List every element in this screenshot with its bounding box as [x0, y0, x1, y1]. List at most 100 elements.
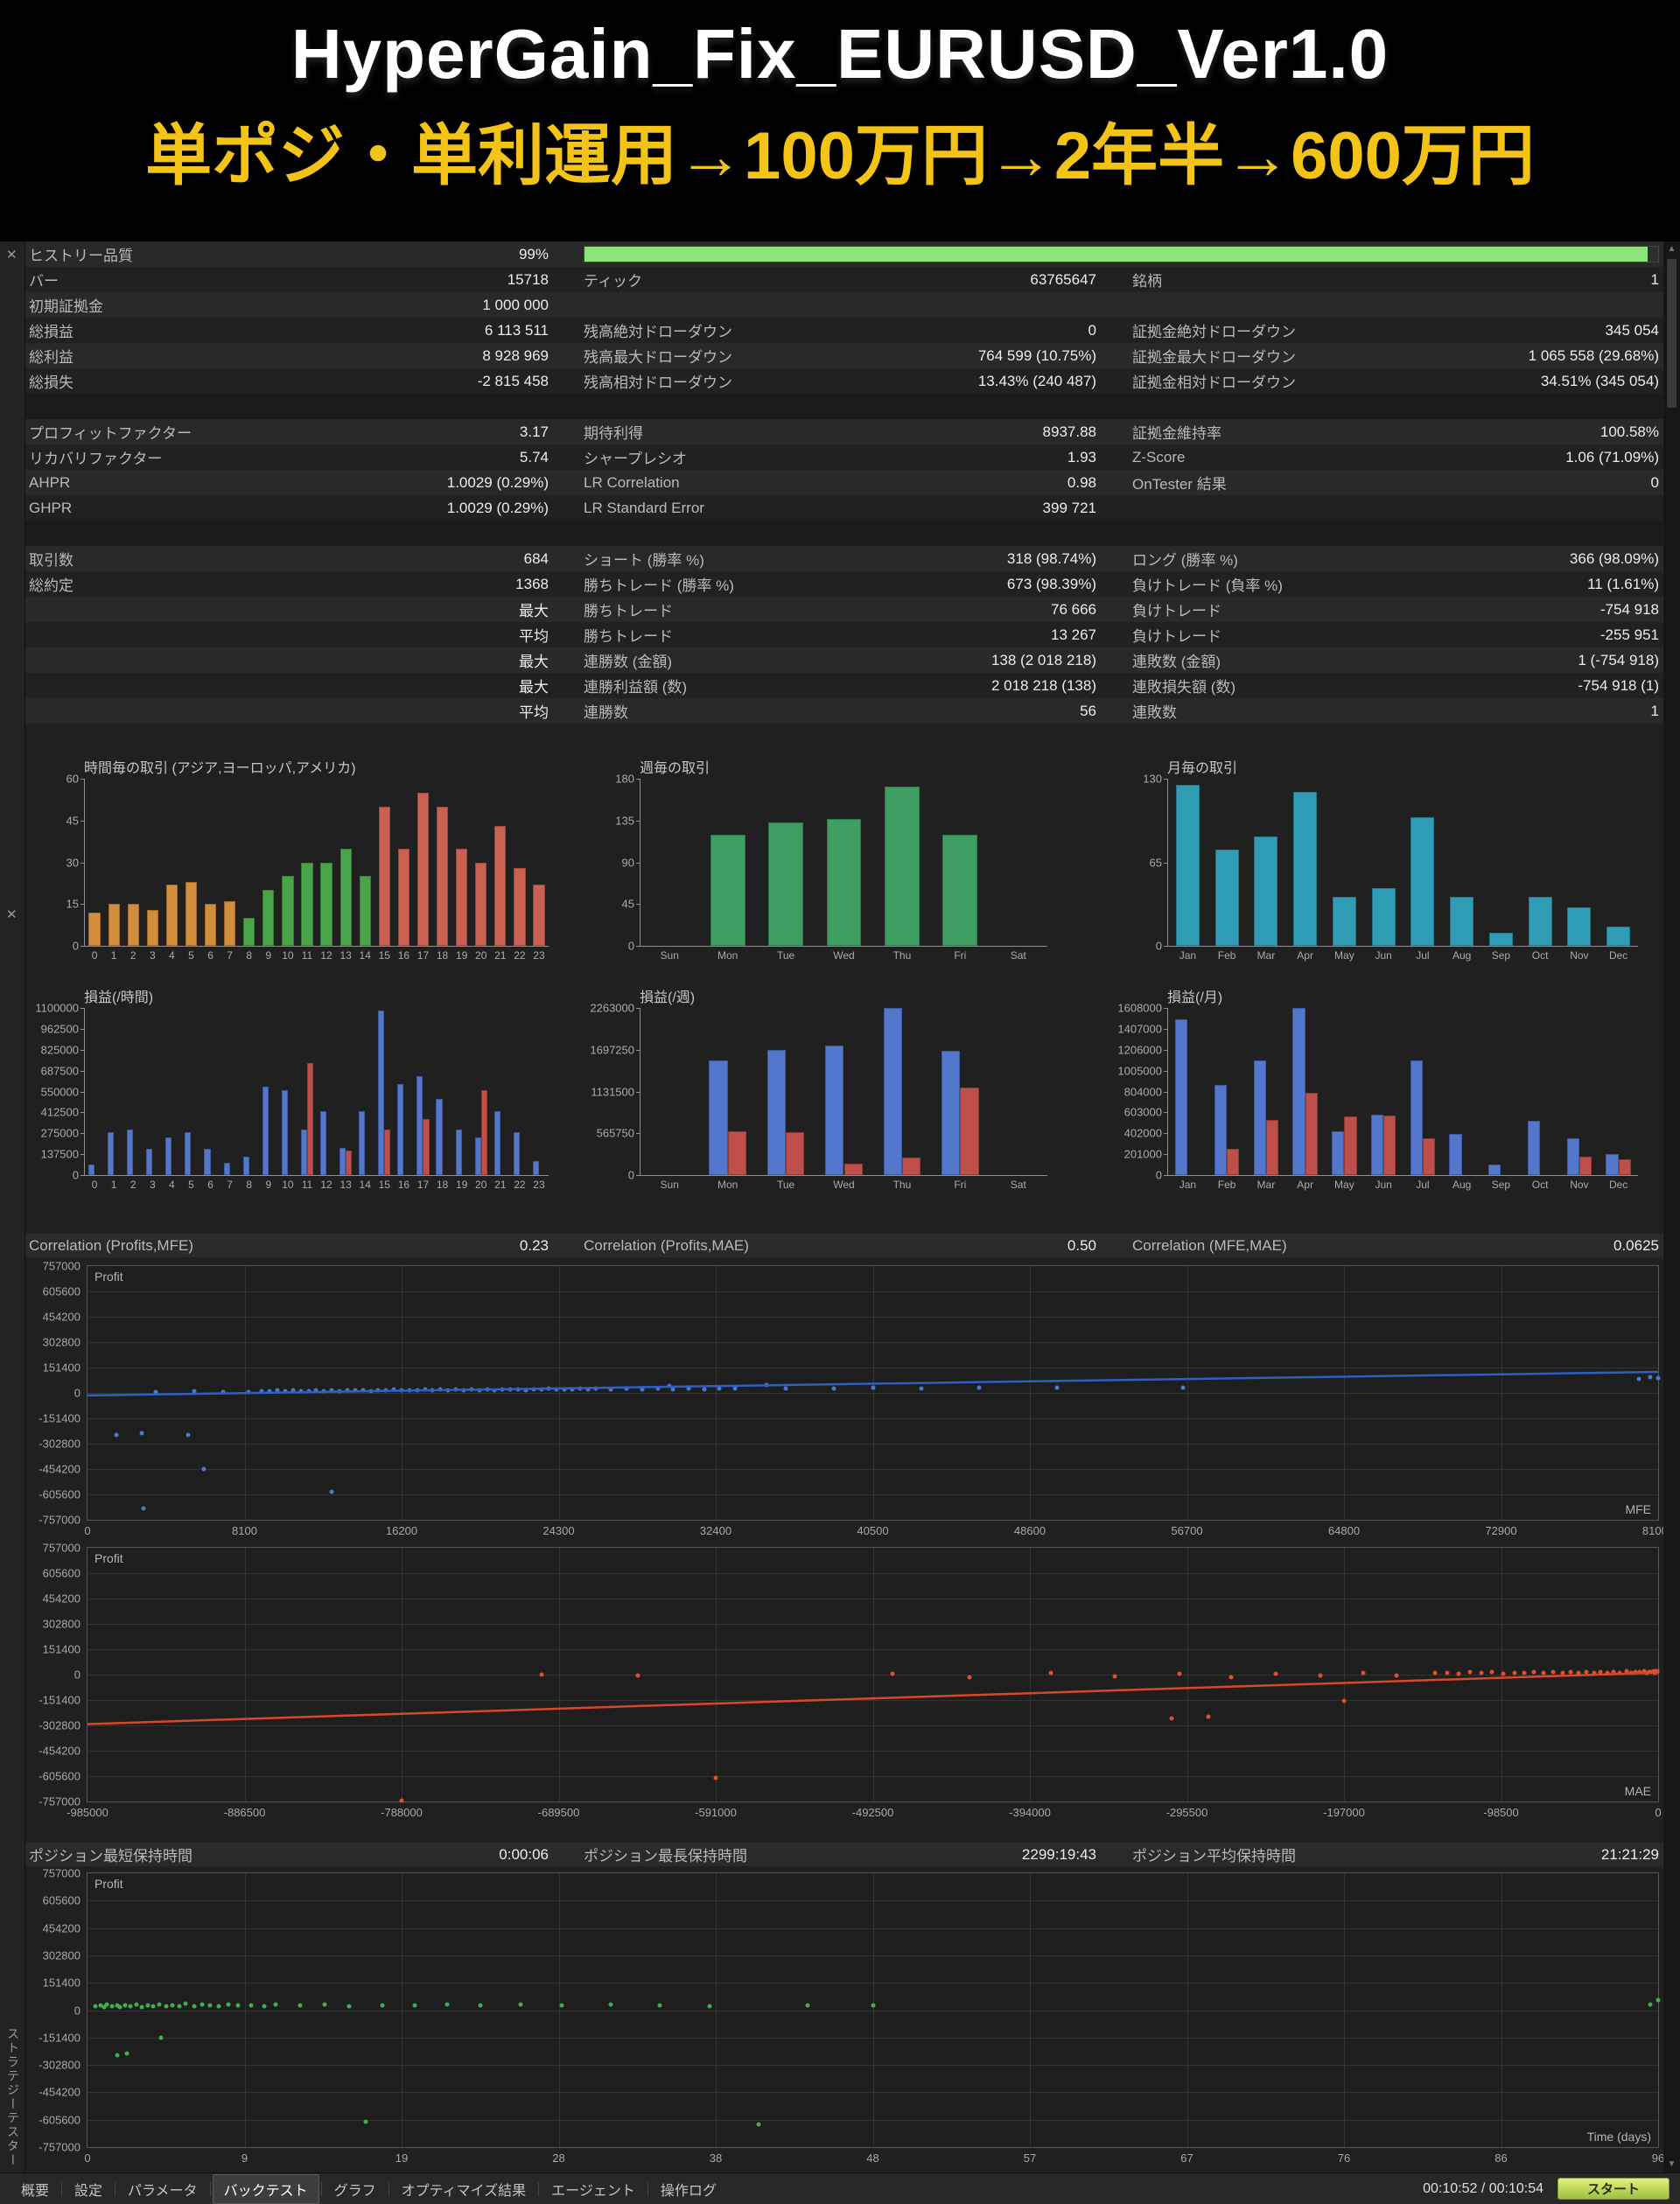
table-row: バー 15718 ティック 63765647 銘柄 1 [25, 267, 1663, 292]
stat-value: 11 (1.61%) [1587, 575, 1659, 592]
scatter-point [871, 1385, 875, 1390]
scatter-point [713, 1775, 718, 1781]
x-axis-label: 3 [149, 1179, 156, 1191]
stat-label: 連敗数 [1132, 704, 1177, 721]
stat-value: 平均 [519, 628, 549, 645]
x-axis-label: -985000 [66, 1806, 108, 1819]
y-axis-tick [80, 1091, 84, 1093]
close-icon[interactable]: ✕ [6, 248, 18, 262]
stat-cell: 残高絶対ドローダウン 0 [555, 318, 1101, 343]
stat-cell: 総約定 1368 [25, 571, 555, 597]
bar-trades [1410, 817, 1435, 946]
y-axis-label: 603000 [1124, 1105, 1162, 1119]
y-axis-label: -454200 [38, 1462, 80, 1476]
tab-backtest[interactable]: バックテスト [212, 2173, 319, 2204]
stat-label: 総約定 [29, 577, 74, 594]
gridline [1030, 1873, 1031, 2147]
tab-optimization-results[interactable]: オプティマイズ結果 [401, 2183, 527, 2199]
stat-label: バー [29, 273, 59, 290]
scatter-point [805, 2003, 810, 2007]
scatter-point [1560, 1670, 1565, 1676]
y-axis-tick [1164, 1091, 1167, 1093]
scatter-point [655, 1386, 661, 1391]
scatter-point [329, 1489, 334, 1494]
y-axis-tick [1164, 862, 1167, 864]
y-axis-tick [636, 1049, 640, 1051]
y-axis-label: -454200 [38, 1744, 80, 1758]
x-axis-label: 10 [282, 1179, 294, 1191]
tab-separator [209, 2181, 211, 2196]
scatter-point [444, 2002, 450, 2007]
scatter-point [360, 1388, 366, 1393]
x-axis-label: 57 [1023, 2152, 1037, 2165]
y-axis-label: 151400 [42, 1642, 80, 1656]
stat-cell: 連敗数 1 [1101, 698, 1663, 724]
y-axis-tick [1164, 1175, 1167, 1176]
banner-title: HyperGain_Fix_EURUSD_Ver1.0 [290, 15, 1390, 93]
scatter-point [1648, 1375, 1653, 1380]
stat-label: 証拠金相対ドローダウン [1132, 374, 1296, 391]
scroll-down-icon[interactable]: ▼ [1667, 2159, 1676, 2169]
close-icon[interactable]: ✕ [6, 907, 18, 922]
scatter-point [345, 1388, 350, 1393]
scatter-point [640, 1387, 645, 1392]
stat-value: 最大 [519, 679, 549, 696]
y-axis-label: 201000 [1124, 1147, 1162, 1161]
tab-parameters[interactable]: パラメータ [128, 2183, 198, 2199]
bar-trades [397, 848, 410, 946]
x-axis-label: Jan [1179, 949, 1197, 962]
scroll-thumb[interactable] [1667, 259, 1676, 408]
x-axis-label: 14 [359, 1179, 371, 1191]
gridline [558, 1548, 560, 1802]
bar-trades [475, 862, 487, 946]
vertical-scrollbar[interactable]: ▲ ▼ [1663, 241, 1680, 2173]
band-label: Correlation (Profits,MFE) [29, 1236, 193, 1254]
x-axis-label: May [1334, 1179, 1354, 1191]
bar-trades [1371, 887, 1396, 946]
scatter-point [124, 2051, 130, 2056]
y-axis-label: 151400 [42, 1361, 80, 1375]
bar-profit [1488, 1165, 1502, 1175]
stat-cell: 総利益 8 928 969 [25, 343, 555, 368]
tab-agents[interactable]: エージェント [551, 2183, 635, 2199]
tab-settings[interactable]: 設定 [74, 2183, 103, 2199]
start-button[interactable]: スタート [1558, 2178, 1670, 2200]
gridline [558, 1266, 560, 1520]
scatter-point [608, 2002, 613, 2007]
tab-graph[interactable]: グラフ [333, 2183, 376, 2199]
scroll-up-icon[interactable]: ▲ [1667, 244, 1676, 254]
y-axis-label: 1407000 [1117, 1022, 1162, 1036]
stat-value: 673 (98.39%) [1006, 575, 1096, 592]
x-axis-label: Sat [1010, 949, 1026, 962]
stat-label: 残高絶対ドローダウン [584, 324, 732, 340]
x-axis-label: May [1334, 949, 1354, 962]
bar-trades [1606, 926, 1631, 946]
scatter-point [539, 1672, 544, 1677]
y-axis-label: 1005000 [1117, 1064, 1162, 1078]
tab-overview[interactable]: 概要 [21, 2183, 50, 2199]
bar-trades [942, 834, 978, 946]
y-axis-label: 757000 [42, 1541, 80, 1555]
stat-label: 勝ちトレード [584, 603, 673, 619]
table-gap [25, 521, 1663, 546]
bar-profit [204, 1149, 211, 1175]
stat-cell: バー 15718 [25, 267, 555, 292]
y-axis-tick [80, 1070, 84, 1072]
x-axis-label: Mar [1256, 1179, 1276, 1191]
tab-journal[interactable]: 操作ログ [660, 2183, 717, 2199]
gridline [1030, 1266, 1031, 1520]
stat-label: ティック [584, 273, 642, 290]
stat-value: 1.93 [1067, 448, 1096, 465]
scatter-point [1636, 1376, 1642, 1382]
stat-value: 0 [1088, 321, 1096, 339]
scatter-point [670, 1387, 676, 1392]
bar-trades [378, 806, 390, 946]
x-axis-label: 4 [169, 949, 175, 962]
stats-table: ヒストリー品質 99% バー 15718 ティック 63765647 銘柄 1 初期証拠金 1 0… [25, 241, 1663, 724]
scatter-point [707, 2004, 712, 2009]
x-axis-label: -788000 [381, 1806, 423, 1819]
stat-cell: 最大 [25, 647, 555, 673]
y-axis-tick [1164, 779, 1167, 780]
scatter-point [346, 2004, 352, 2009]
scatter-point [216, 2004, 221, 2009]
